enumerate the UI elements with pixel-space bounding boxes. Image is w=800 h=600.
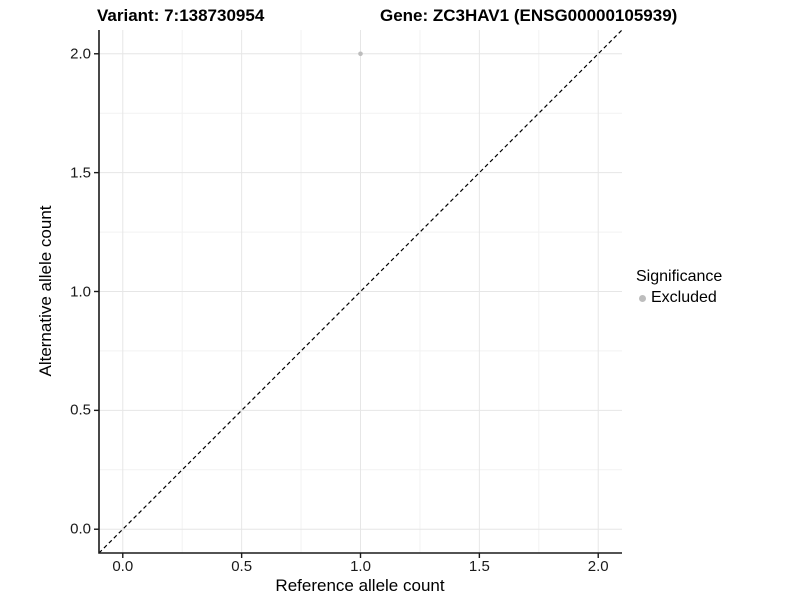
x-tick-label: 0.5	[231, 558, 253, 575]
data-point	[358, 51, 363, 57]
x-tick-label: 1.5	[468, 558, 490, 575]
legend: Significance Excluded	[636, 268, 722, 307]
legend-entry-label: Excluded	[651, 289, 717, 306]
legend-entry: Excluded	[636, 289, 722, 307]
excluded-marker-icon	[639, 294, 646, 302]
gene-title: Gene: ZC3HAV1 (ENSG00000105939)	[380, 6, 678, 25]
y-tick-label: 1.0	[70, 283, 91, 300]
axis-lines	[98, 30, 622, 554]
y-tick-label: 1.5	[70, 164, 91, 182]
x-axis-title: Reference allele count	[275, 576, 445, 595]
y-tick-label: 0.0	[70, 520, 91, 538]
y-axis-title: Alternative allele count	[36, 205, 55, 377]
x-tick-label: 0.0	[112, 558, 134, 575]
y-tick-label: 2.0	[70, 45, 91, 63]
legend-title: Significance	[636, 268, 723, 285]
variant-title: Variant: 7:138730954	[97, 6, 265, 25]
y-tick-label: 0.5	[70, 401, 91, 419]
identity-reference-line	[98, 29, 623, 554]
x-tick-label: 2.0	[587, 558, 609, 575]
x-tick-label: 1.0	[350, 558, 371, 575]
